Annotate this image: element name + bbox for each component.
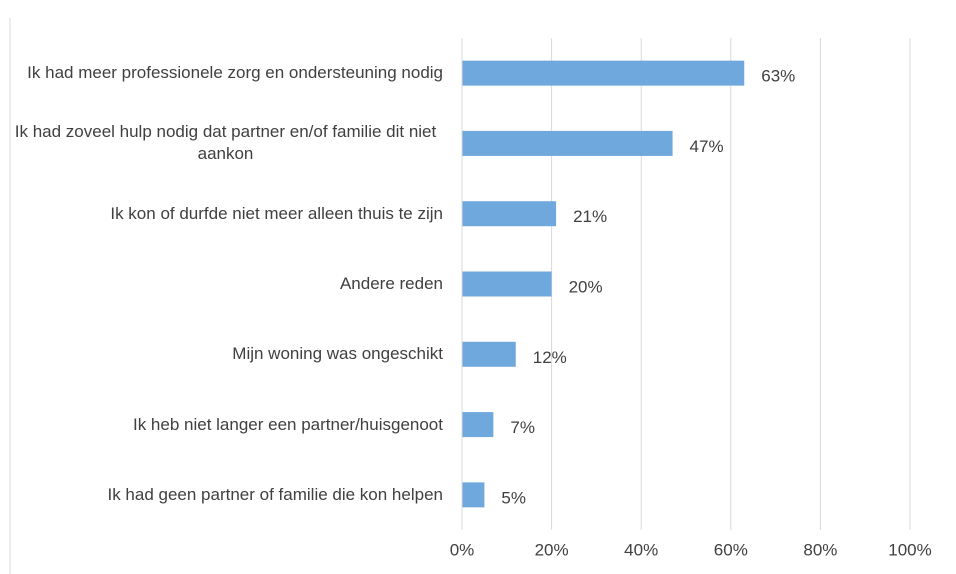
- y-tick-label: Ik had geen partner of familie die kon h…: [107, 484, 443, 506]
- value-label: 21%: [573, 207, 607, 226]
- y-tick-label: Ik kon of durfde niet meer alleen thuis …: [110, 203, 443, 225]
- bar: [462, 412, 494, 438]
- value-label: 47%: [690, 137, 724, 156]
- value-label: 5%: [501, 488, 526, 507]
- y-tick-text: Ik heb niet langer een partner/huisgenoo…: [132, 414, 443, 434]
- y-tick-text: Ik had geen partner of familie die kon h…: [107, 484, 443, 504]
- x-tick-label: 40%: [624, 540, 658, 559]
- x-tick-label: 20%: [535, 540, 569, 559]
- x-tick-label: 0%: [450, 540, 475, 559]
- x-tick-label: 80%: [803, 540, 837, 559]
- x-tick-label: 60%: [714, 540, 748, 559]
- y-tick-text: Ik kon of durfde niet meer alleen thuis …: [110, 203, 443, 223]
- bar: [462, 201, 557, 227]
- bar: [462, 482, 485, 508]
- y-tick-text: Mijn woning was ongeschikt: [232, 344, 443, 364]
- y-tick-label: Mijn woning was ongeschikt: [232, 343, 443, 365]
- value-label: 63%: [761, 67, 795, 86]
- bar: [462, 341, 516, 367]
- y-tick-label: Ik had meer professionele zorg en onders…: [27, 62, 443, 84]
- bar: [462, 60, 745, 86]
- y-tick-label: Ik had zoveel hulp nodig dat partner en/…: [8, 121, 443, 165]
- value-label: 20%: [569, 277, 603, 296]
- y-tick-label: Andere reden: [340, 273, 443, 295]
- y-tick-text: Ik had zoveel hulp nodig dat partner en/…: [14, 122, 437, 164]
- y-tick-text: Ik had meer professionele zorg en onders…: [27, 63, 443, 83]
- y-tick-text: Andere reden: [339, 274, 443, 293]
- bar: [462, 271, 552, 297]
- value-label: 12%: [533, 348, 567, 367]
- x-tick-label: 100%: [888, 540, 931, 559]
- y-tick-label: Ik heb niet langer een partner/huisgenoo…: [133, 414, 443, 436]
- value-label: 7%: [510, 418, 535, 437]
- bar: [462, 130, 673, 156]
